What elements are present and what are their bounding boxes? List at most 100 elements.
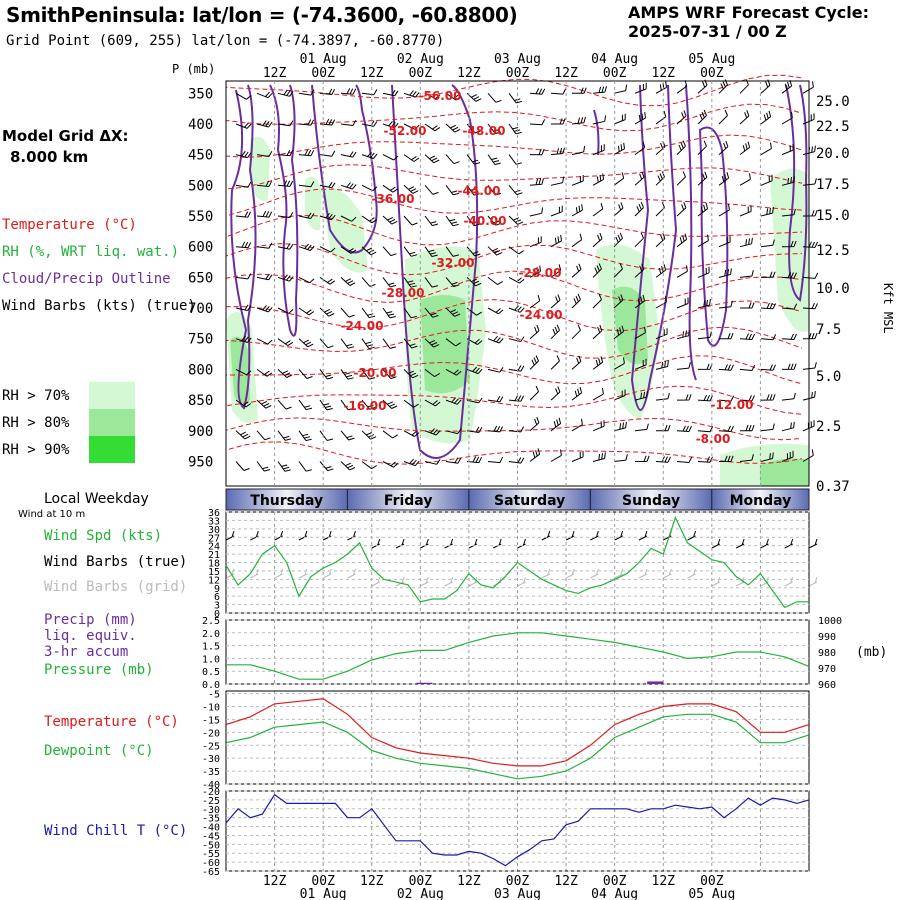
wind-barb xyxy=(466,456,483,464)
wind-panel-ytick: 0 xyxy=(214,609,220,620)
surface-wind-barb xyxy=(322,530,332,541)
wind-barb xyxy=(781,272,797,279)
wind-barb xyxy=(718,364,734,371)
pressure-tick-label: 500 xyxy=(188,178,213,194)
surface-wind-barb-grid xyxy=(395,576,405,587)
temperature-label: Temperature (°C) xyxy=(44,714,179,730)
wind-barb xyxy=(592,202,604,217)
wind-barb xyxy=(571,418,583,432)
wind-barb xyxy=(571,293,581,309)
wind-barb xyxy=(697,171,708,186)
isotherm-line xyxy=(225,355,803,385)
wind-barb xyxy=(487,215,502,226)
wind-barb xyxy=(382,120,399,129)
wind-barb xyxy=(781,208,796,217)
rh-shade-region xyxy=(305,176,322,231)
cloud-outline xyxy=(311,84,378,254)
wind-barb xyxy=(572,87,587,94)
wind-barb xyxy=(529,88,546,95)
wind-barb xyxy=(571,355,582,370)
wind-barb xyxy=(529,119,546,126)
surface-wind-barb-grid xyxy=(274,568,284,579)
wind-barb xyxy=(676,110,687,125)
bottom-hour-label: 12Z xyxy=(457,874,481,889)
wind-barb xyxy=(697,266,710,278)
dewpoint-line xyxy=(225,713,810,780)
pressure-tick-label: 600 xyxy=(188,240,213,256)
pressure-tick-label: 700 xyxy=(188,301,213,317)
height-tick-label: 7.5 xyxy=(816,322,841,338)
wind-barb xyxy=(739,173,751,186)
surface-wind-barb-grid xyxy=(420,576,429,587)
surface-wind-barb-grid xyxy=(614,568,624,579)
wind-barb xyxy=(382,246,397,257)
wind-barb xyxy=(655,456,671,463)
precip-panel-ytick: 0.5 xyxy=(202,667,220,678)
bottom-hour-label: 00Z xyxy=(603,874,627,889)
rh90-label: RH > 90% xyxy=(2,442,70,458)
precip-accum-label: 3-hr accum xyxy=(44,644,129,660)
wind-barb xyxy=(298,338,314,348)
wind-barb xyxy=(403,369,419,379)
surface-wind-barb-grid xyxy=(225,568,235,579)
wind-barb xyxy=(445,154,460,165)
wind-barb xyxy=(487,395,504,403)
wind-panel-ytick: 15 xyxy=(208,567,220,578)
wind-barb xyxy=(424,369,440,378)
surface-wind-barb-grid xyxy=(735,576,745,587)
surface-wind-barb-grid xyxy=(371,576,381,587)
wind-barb xyxy=(298,149,315,157)
surface-wind-barb xyxy=(565,530,575,541)
wind-barb xyxy=(550,386,561,401)
wind-barb xyxy=(655,110,667,125)
wind-barb xyxy=(298,243,315,251)
surface-wind-barb xyxy=(250,530,259,541)
wind-barb xyxy=(718,395,735,402)
isotherm-line xyxy=(225,326,803,359)
rh-shade-region xyxy=(420,295,470,394)
wind-barb xyxy=(277,399,292,410)
wind-barb xyxy=(256,91,273,99)
surface-wind-barb xyxy=(711,538,721,549)
wind-barb xyxy=(424,154,440,164)
wind-barb xyxy=(382,89,399,97)
surface-wind-barb-grid xyxy=(250,568,259,579)
wind-barb xyxy=(655,296,667,309)
wind-barb xyxy=(592,452,606,462)
isotherm-line xyxy=(225,270,803,304)
surface-wind-barb xyxy=(590,530,599,541)
bottom-hour-label: 00Z xyxy=(700,874,724,889)
wind-barb xyxy=(697,363,713,370)
height-tick-label: 20.0 xyxy=(816,146,850,162)
wind-barb xyxy=(634,263,645,278)
wind-barb xyxy=(277,180,294,187)
surface-wind-barb-grid xyxy=(565,568,575,579)
wind-barb xyxy=(403,246,418,257)
wind-barb xyxy=(592,324,603,340)
wind-barb xyxy=(529,416,540,432)
wind-barb xyxy=(760,110,772,125)
wind-barb xyxy=(508,336,525,342)
pressure-tick-label: 450 xyxy=(188,148,213,164)
weekday-cell xyxy=(711,488,810,511)
wind-barb xyxy=(466,366,483,375)
wind-barb xyxy=(739,395,755,402)
wind-barb xyxy=(655,392,670,401)
wind-barb xyxy=(256,151,273,157)
bottom-date-label: 05 Aug xyxy=(688,887,735,900)
wind-barb xyxy=(487,425,504,433)
temp-panel-ytick: -30 xyxy=(202,754,220,765)
bottom-hour-label: 12Z xyxy=(554,874,578,889)
wind-barb xyxy=(403,215,418,226)
surface-wind-barb xyxy=(614,530,624,541)
wind-barb xyxy=(718,140,729,155)
wind-barb xyxy=(298,307,315,316)
pressure-tick-label: 350 xyxy=(188,86,213,102)
wind-barb xyxy=(739,270,754,278)
wind-barb xyxy=(718,172,730,186)
wind-barb xyxy=(235,211,252,218)
bottom-hour-label: 12Z xyxy=(263,874,287,889)
legend-wind-barbs: Wind Barbs (kts) (true) xyxy=(2,298,196,314)
surface-wind-barb xyxy=(298,530,308,541)
temp-panel-frame xyxy=(225,690,810,785)
